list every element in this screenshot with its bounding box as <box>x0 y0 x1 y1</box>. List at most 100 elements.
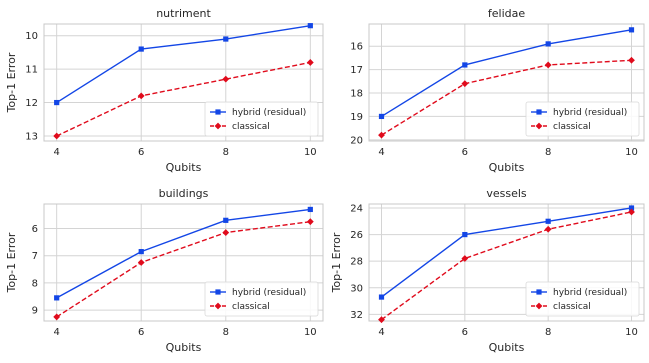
data-point-diamond <box>544 225 552 233</box>
data-point-diamond <box>222 229 230 236</box>
y-tick-label: 6 <box>32 224 38 235</box>
data-point-square <box>545 218 551 224</box>
x-tick-label: 8 <box>223 147 229 158</box>
data-point-diamond <box>544 61 552 69</box>
data-point-diamond <box>628 56 635 64</box>
chart-panel-1: nutriment 4 6 8 10 10 11 12 13 Qubits Top-1 Error h… <box>5 7 324 174</box>
data-point-square <box>378 294 385 300</box>
data-point-square <box>462 62 468 68</box>
x-tick-label: 6 <box>462 147 468 158</box>
chart-panel-4: vessels 4 6 8 10 24 26 28 30 32 Qubits Top-1 Error h… <box>330 187 645 354</box>
x-tick-label: 6 <box>462 327 468 338</box>
legend-marker-square <box>536 289 542 295</box>
data-point-diamond <box>461 80 469 88</box>
y-tick-label: 10 <box>25 31 38 42</box>
legend-label: hybrid (residual) <box>232 288 306 298</box>
x-axis-label: Qubits <box>489 161 525 174</box>
y-tick-label: 7 <box>32 251 38 262</box>
legend-label: classical <box>553 302 591 312</box>
x-tick-label: 4 <box>53 147 59 158</box>
x-tick-label: 4 <box>378 327 384 338</box>
legend: hybrid (residual) classical <box>525 101 640 137</box>
series-line-1 <box>56 24 311 104</box>
legend-marker-square <box>215 289 221 295</box>
y-tick-label: 16 <box>350 42 363 53</box>
legend-label: classical <box>553 122 591 132</box>
x-axis-label: Qubits <box>166 341 202 354</box>
legend-label: hybrid (residual) <box>232 108 306 118</box>
data-point-square <box>138 249 144 255</box>
y-axis-label: Top-1 Error <box>330 232 343 293</box>
data-point-diamond <box>137 259 145 266</box>
y-tick-label: 8 <box>32 278 38 289</box>
data-point-diamond <box>461 255 469 262</box>
x-tick-label: 4 <box>53 327 59 338</box>
series-line-1 <box>381 207 632 298</box>
y-tick-label: 11 <box>25 65 38 76</box>
y-tick-label: 12 <box>25 98 38 109</box>
data-point-square <box>628 27 635 33</box>
legend-marker-diamond <box>214 122 222 130</box>
x-tick-label: 6 <box>138 147 144 158</box>
plot-frame <box>43 203 324 322</box>
legend-box <box>204 281 319 317</box>
data-point-square <box>378 113 385 120</box>
legend-marker-square <box>215 109 221 115</box>
data-point-diamond <box>53 132 61 140</box>
y-tick-label: 28 <box>350 257 363 268</box>
y-tick-label: 17 <box>350 65 363 76</box>
legend-marker-square <box>536 109 542 115</box>
y-tick-label: 32 <box>350 310 363 321</box>
data-point-diamond <box>628 208 635 216</box>
data-point-diamond <box>306 218 314 226</box>
series-line-1 <box>56 208 311 299</box>
data-point-diamond <box>137 92 145 100</box>
data-point-square <box>545 41 551 47</box>
x-tick-label: 8 <box>545 147 551 158</box>
x-tick-label: 6 <box>138 327 144 338</box>
plot-frame <box>368 203 645 322</box>
legend: hybrid (residual) classical <box>204 101 319 137</box>
x-axis-label: Qubits <box>166 161 202 174</box>
y-tick-label: 30 <box>350 283 363 294</box>
series-line-2 <box>381 59 632 136</box>
legend-marker-diamond <box>535 122 543 130</box>
legend-label: classical <box>232 122 270 132</box>
y-tick-label: 24 <box>350 203 363 214</box>
y-tick-label: 19 <box>350 112 363 123</box>
legend-label: hybrid (residual) <box>553 288 627 298</box>
x-tick-label: 8 <box>223 327 229 338</box>
y-tick-label: 18 <box>350 89 363 100</box>
y-tick-label: 26 <box>350 230 363 241</box>
y-axis-label: Top-1 Error <box>5 232 18 293</box>
data-point-square <box>138 46 144 52</box>
legend-box <box>525 101 640 137</box>
data-point-square <box>54 295 60 301</box>
legend-box <box>525 281 640 317</box>
x-tick-label: 10 <box>625 147 638 158</box>
plot-frame <box>43 23 324 142</box>
data-point-square <box>54 99 60 106</box>
series-line-1 <box>381 29 632 118</box>
series-line-2 <box>56 61 311 137</box>
data-point-diamond <box>222 75 230 83</box>
data-point-square <box>307 206 313 213</box>
y-tick-label: 13 <box>25 131 38 142</box>
series-line-2 <box>381 211 632 321</box>
data-point-square <box>628 205 635 211</box>
panel-title: buildings <box>159 187 209 200</box>
legend-marker-diamond <box>214 302 222 310</box>
data-point-square <box>223 36 229 42</box>
data-point-square <box>307 23 313 29</box>
plot-frame <box>368 23 645 142</box>
panel-title: felidae <box>488 7 525 20</box>
x-tick-label: 4 <box>378 147 384 158</box>
y-tick-label: 20 <box>350 135 363 146</box>
legend-label: classical <box>232 302 270 312</box>
x-axis-label: Qubits <box>489 341 525 354</box>
chart-panel-2: felidae 4 6 8 10 16 17 18 19 20 Qubits hybrid (resi… <box>350 7 645 174</box>
x-tick-label: 10 <box>304 147 317 158</box>
y-axis-label: Top-1 Error <box>5 52 18 113</box>
legend: hybrid (residual) classical <box>525 281 640 317</box>
